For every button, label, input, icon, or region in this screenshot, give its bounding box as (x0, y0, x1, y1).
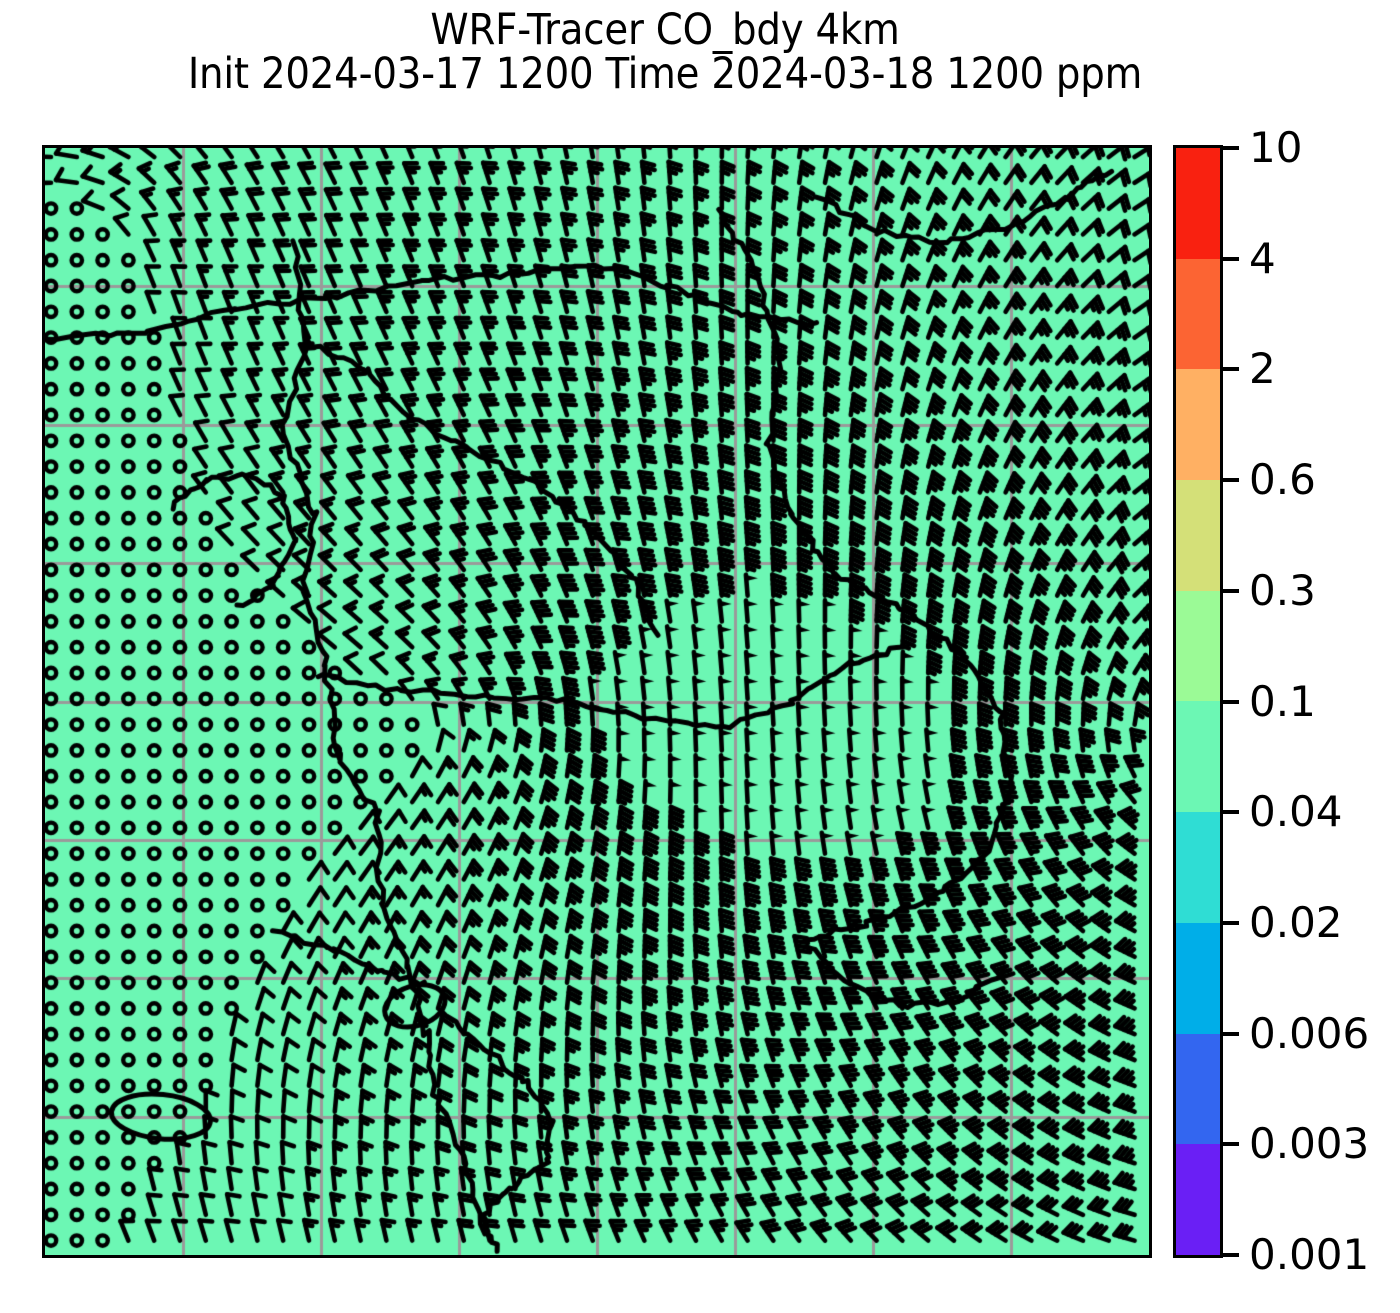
tick-label: 4 (1249, 233, 1276, 283)
tick-mark-icon (1223, 1253, 1239, 1257)
colorbar-band-6 (1176, 812, 1220, 923)
tick-label: 0.006 (1249, 1008, 1370, 1058)
colorbar-band-7 (1176, 922, 1220, 1034)
tick-mark-icon (1223, 478, 1239, 483)
map-plot-area (42, 145, 1152, 1258)
chart-title-block: WRF-Tracer CO_bdy 4km Init 2024-03-17 12… (0, 8, 1330, 97)
tick-mark-icon (1223, 367, 1239, 372)
tick-label: 0.02 (1249, 897, 1343, 947)
colorbar-band-3 (1176, 480, 1220, 591)
colorbar-tick-labels: 10 4 2 0.6 0.3 0.1 0.04 0.02 0.006 0.003 0.001 (1223, 124, 1398, 1279)
tick-mark-icon (1223, 146, 1239, 150)
colorbar-band-5 (1176, 701, 1220, 813)
tick-mark-icon (1223, 256, 1239, 261)
tick-label: 10 (1249, 123, 1303, 172)
tick-label: 0.1 (1249, 676, 1316, 726)
colorbar-band-1 (1176, 258, 1220, 370)
tick-mark-icon (1223, 588, 1239, 593)
page-title: WRF-Tracer CO_bdy 4km (430, 5, 900, 55)
wind-barb-map-canvas (45, 148, 1149, 1255)
chart-subtitle: Init 2024-03-17 1200 Time 2024-03-18 120… (187, 49, 1143, 100)
tick-label: 0.001 (1249, 1230, 1370, 1279)
tick-label: 0.6 (1249, 455, 1316, 505)
colorbar (1173, 145, 1223, 1258)
tick-label: 0.003 (1249, 1119, 1370, 1169)
tick-mark-icon (1223, 1031, 1239, 1036)
colorbar-band-9 (1176, 1144, 1220, 1255)
tick-label: 2 (1249, 344, 1276, 394)
colorbar-band-4 (1176, 590, 1220, 702)
tick-mark-icon (1223, 699, 1239, 704)
tick-mark-icon (1223, 1142, 1239, 1147)
colorbar-band-2 (1176, 369, 1220, 481)
colorbar-band-8 (1176, 1033, 1220, 1145)
tick-label: 0.04 (1249, 787, 1343, 837)
tick-label: 0.3 (1249, 565, 1316, 615)
tick-mark-icon (1223, 810, 1239, 815)
tick-mark-icon (1223, 920, 1239, 925)
colorbar-band-0 (1176, 148, 1220, 259)
